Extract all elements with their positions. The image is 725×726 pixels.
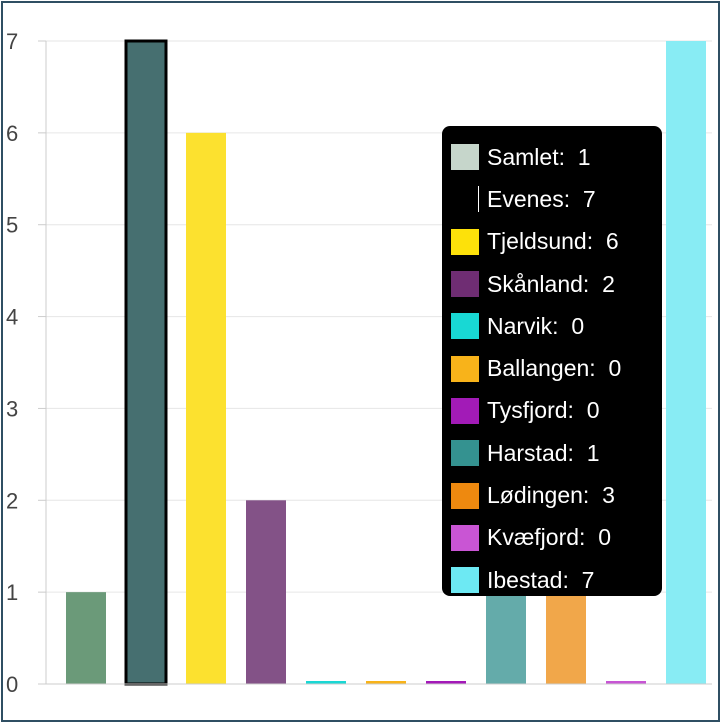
- tooltip-row: Ballangen: 0: [451, 347, 662, 389]
- bar-samlet[interactable]: [66, 592, 106, 684]
- tooltip-label: Ibestad: 7: [487, 566, 595, 593]
- tooltip-row: Lødingen: 3: [451, 474, 662, 516]
- legend-swatch: [451, 228, 479, 255]
- legend-swatch: [451, 144, 479, 171]
- tooltip-label: Skånland: 2: [487, 270, 615, 297]
- y-tick-label: 7: [6, 29, 18, 54]
- tooltip-row: Tysfjord: 0: [451, 390, 662, 432]
- legend-swatch: [451, 397, 479, 424]
- tooltip-row: Samlet: 1: [451, 136, 662, 178]
- tooltip-row: Kvæfjord: 0: [451, 517, 662, 559]
- legend-swatch: [451, 567, 479, 594]
- bar-ibestad[interactable]: [666, 41, 706, 684]
- tooltip-label: Ballangen: 0: [487, 355, 622, 382]
- legend-swatch: [451, 271, 479, 298]
- bar-kvæfjord[interactable]: [606, 681, 646, 684]
- legend-swatch: [451, 482, 479, 509]
- y-tick-label: 1: [6, 580, 18, 605]
- tooltip-label: Tjeldsund: 6: [487, 228, 619, 255]
- legend-swatch: [451, 313, 479, 340]
- bar-skånland[interactable]: [246, 500, 286, 684]
- bar-tjeldsund[interactable]: [186, 132, 226, 684]
- tooltip-label: Narvik: 0: [487, 312, 585, 339]
- y-tick-label: 2: [6, 488, 18, 513]
- tooltip-label: Tysfjord: 0: [487, 397, 600, 424]
- bar-evenes[interactable]: [124, 39, 168, 686]
- tooltip-label: Kvæfjord: 0: [487, 524, 611, 551]
- legend-swatch: [451, 355, 479, 382]
- legend-swatch: [451, 524, 479, 551]
- tooltip-label: Lødingen: 3: [487, 482, 615, 509]
- tooltip-label: Harstad: 1: [487, 439, 600, 466]
- y-tick-label: 3: [6, 396, 18, 421]
- bar-narvik[interactable]: [306, 681, 346, 684]
- y-axis-ticks: 0 1 2 3 4 5 6 7: [6, 29, 46, 697]
- data-tooltip: Samlet: 1 Evenes: 7 Tjeldsund: 6 Skånland: …: [442, 126, 662, 596]
- y-tick-label: 5: [6, 213, 18, 238]
- legend-swatch: [451, 186, 479, 213]
- tooltip-row: Tjeldsund: 6: [451, 221, 662, 263]
- y-tick-label: 6: [6, 121, 18, 146]
- tooltip-row: Evenes: 7: [451, 178, 662, 220]
- y-tick-label: 0: [6, 672, 18, 697]
- tooltip-row: Harstad: 1: [451, 432, 662, 474]
- y-tick-label: 4: [6, 305, 18, 330]
- tooltip-row: Narvik: 0: [451, 305, 662, 347]
- bar-harstad[interactable]: [486, 592, 526, 684]
- tooltip-label: Evenes: 7: [487, 185, 596, 212]
- tooltip-label: Samlet: 1: [487, 143, 591, 170]
- legend-swatch: [451, 440, 479, 467]
- tooltip-row: Ibestad: 7: [451, 559, 662, 601]
- bar-tysfjord[interactable]: [426, 681, 466, 684]
- tooltip-row: Skånland: 2: [451, 263, 662, 305]
- bar-ballangen[interactable]: [366, 681, 406, 684]
